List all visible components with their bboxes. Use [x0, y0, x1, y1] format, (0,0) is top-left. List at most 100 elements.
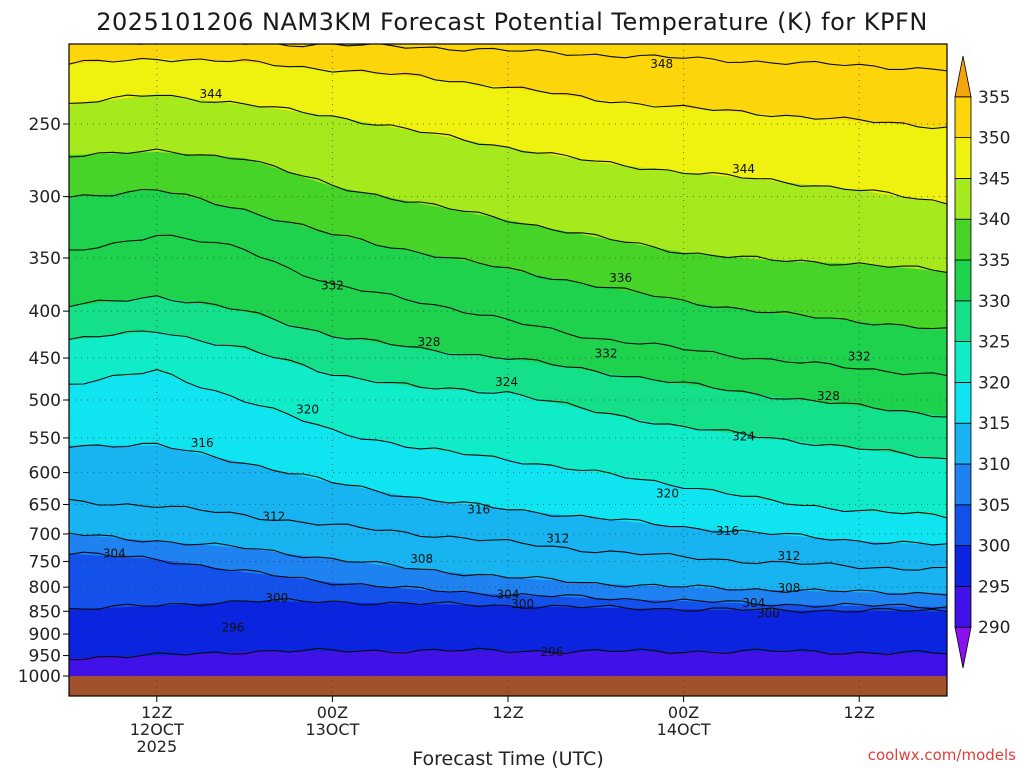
isentrope-344	[69, 94, 947, 205]
contour-label: 324	[732, 430, 755, 444]
contour-label: 312	[262, 510, 285, 524]
y-tick-label: 550	[29, 429, 61, 449]
colorbar-label: 290	[978, 618, 1010, 638]
y-tick-label: 700	[29, 525, 61, 545]
contour-label: 304	[742, 596, 765, 610]
colorbar-label: 305	[978, 496, 1010, 516]
y-tick-label: 950	[29, 647, 61, 667]
isentrope-324	[69, 330, 947, 460]
contour-label: 344	[732, 162, 755, 176]
chart-title: 2025101206 NAM3KM Forecast Potential Tem…	[96, 8, 928, 36]
y-tick-label: 500	[29, 391, 61, 411]
contour-label: 304	[103, 546, 126, 560]
credit-text: coolwx.com/models	[868, 746, 1016, 764]
colorbar-label: 320	[978, 373, 1010, 393]
isentrope-312	[69, 498, 947, 571]
colorbar-label: 345	[978, 169, 1010, 189]
colorbar-swatch	[954, 55, 972, 98]
colorbar-swatch	[954, 218, 972, 261]
isentrope-320	[69, 369, 947, 519]
contour-label: 300	[757, 607, 780, 621]
contour-label: 348	[650, 57, 673, 71]
y-tick-label: 300	[29, 188, 61, 208]
x-tick-label: 12Z	[844, 703, 875, 722]
x-tick-label: 12OCT	[130, 720, 184, 739]
colorbar-swatch	[954, 626, 972, 669]
y-tick-label: 450	[29, 349, 61, 369]
contour-label: 320	[296, 402, 319, 416]
isentrope-352	[125, 44, 947, 72]
x-tick-label: 12Z	[492, 703, 523, 722]
colorbar-label: 355	[978, 88, 1010, 108]
contour-label: 332	[848, 349, 871, 363]
isentrope-328	[69, 295, 947, 418]
colorbar-label: 310	[978, 455, 1010, 475]
contour-label: 300	[265, 591, 288, 605]
x-tick-label: 00Z	[317, 703, 348, 722]
colorbar-label: 300	[978, 537, 1010, 557]
contour-label: 336	[609, 271, 632, 285]
contour-label: 332	[321, 278, 344, 292]
isentrope-340	[69, 148, 947, 273]
isentrope-316	[69, 442, 947, 546]
colorbar-label: 350	[978, 129, 1010, 149]
isentrope-336	[69, 188, 947, 330]
isentrope-348	[69, 57, 947, 130]
grid-lines	[69, 44, 947, 696]
y-axis-ticks: 250 300 350 400 450 500 550 600 650 700 750 800 850 9…	[18, 115, 69, 687]
isentrope-332	[69, 234, 947, 377]
colorbar-label: 295	[978, 577, 1010, 597]
isentrope-308	[69, 532, 947, 596]
y-tick-label: 350	[29, 249, 61, 269]
colorbar-swatch	[954, 96, 972, 139]
contour-label: 312	[546, 532, 569, 546]
colorbar-swatch	[954, 586, 972, 628]
isentrope-296	[69, 647, 947, 661]
contour-label: 316	[467, 502, 490, 516]
colorbar-swatch	[954, 259, 972, 302]
contour-label: 316	[191, 436, 214, 450]
x-tick-label: 13OCT	[305, 720, 359, 739]
contour-label: 344	[199, 87, 222, 101]
y-tick-label: 250	[29, 115, 61, 135]
y-tick-label: 400	[29, 302, 61, 322]
x-axis-label: Forecast Time (UTC)	[412, 748, 603, 768]
colorbar-swatch	[954, 177, 972, 220]
colorbar-swatch	[954, 504, 972, 546]
colorbar-swatch	[954, 381, 972, 424]
colorbar-label: 335	[978, 251, 1010, 271]
x-tick-label: 14OCT	[657, 720, 711, 739]
contour-label: 312	[778, 549, 801, 563]
contour-label: 300	[511, 597, 534, 611]
colorbar-label: 340	[978, 210, 1010, 230]
contour-label: 328	[418, 335, 441, 349]
colorbar-label: 325	[978, 333, 1010, 353]
contour-label: 316	[716, 524, 739, 538]
contour-label: 308	[778, 581, 801, 595]
contour-label: 328	[817, 389, 840, 403]
isentrope-304	[69, 551, 947, 610]
x-tick-label: 2025	[136, 737, 177, 756]
colorbar-label: 330	[978, 292, 1010, 312]
y-tick-label: 600	[29, 464, 61, 484]
colorbar-label: 315	[978, 414, 1010, 434]
contour-label: 332	[595, 347, 618, 361]
colorbar-swatch	[954, 341, 972, 383]
y-tick-label: 900	[29, 625, 61, 645]
y-tick-label: 800	[29, 578, 61, 598]
y-tick-label: 650	[29, 495, 61, 515]
colorbar-swatch	[954, 137, 972, 179]
colorbar-swatch	[954, 545, 972, 587]
colorbar-swatch	[954, 300, 972, 342]
contour-label: 304	[497, 588, 520, 602]
y-tick-label: 750	[29, 552, 61, 572]
x-tick-label: 12Z	[141, 703, 172, 722]
isentrope-300	[69, 598, 947, 614]
contour-label: 324	[495, 375, 518, 389]
isentrope-contours	[69, 44, 947, 661]
contour-label: 296	[221, 620, 244, 634]
y-tick-label: 1000	[18, 667, 61, 687]
x-tick-label: 00Z	[668, 703, 699, 722]
